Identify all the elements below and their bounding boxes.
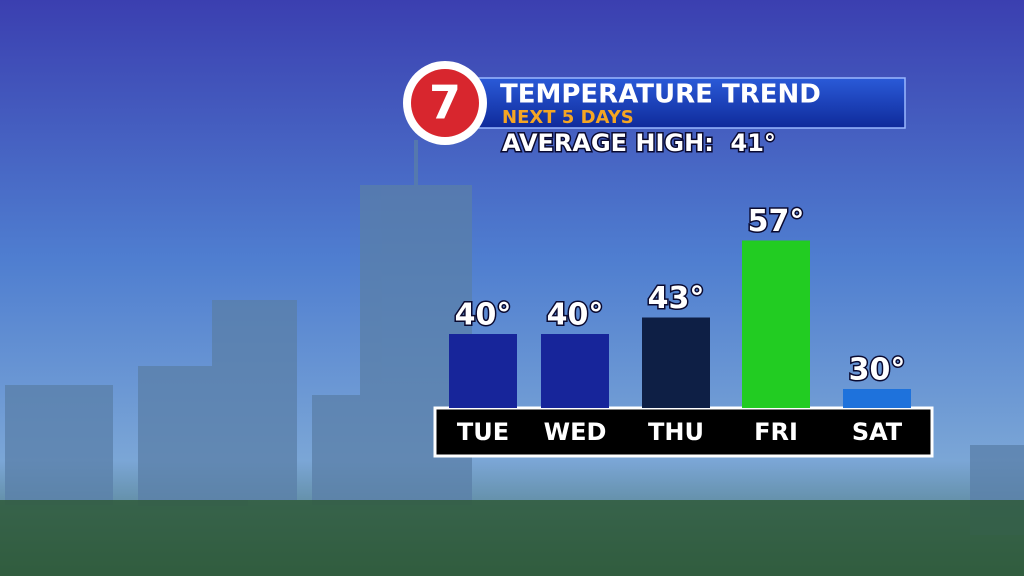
value-label: 30°: [849, 353, 906, 388]
label-strip: [433, 406, 934, 458]
x-tick-label: THU: [648, 418, 704, 446]
value-label: 40°: [547, 298, 604, 333]
logo-disc: [411, 69, 479, 137]
annotation: AVERAGE HIGH: 41°: [502, 129, 776, 157]
bar: [742, 240, 810, 408]
bar: [541, 334, 609, 408]
bar: [449, 334, 517, 408]
value-label: 57°: [748, 204, 805, 239]
x-tick-label: FRI: [754, 418, 798, 446]
bar: [642, 317, 710, 408]
chart-title: TEMPERATURE TREND: [500, 80, 821, 110]
x-tick-label: SAT: [852, 418, 903, 446]
x-tick-label: WED: [544, 418, 607, 446]
value-label: 43°: [648, 281, 705, 316]
bar: [843, 389, 911, 408]
trees: [0, 500, 1024, 576]
logo: 7: [429, 76, 461, 130]
x-tick-label: TUE: [457, 418, 509, 446]
chart-subtitle: NEXT 5 DAYS: [502, 107, 634, 128]
value-label: 40°: [455, 298, 512, 333]
